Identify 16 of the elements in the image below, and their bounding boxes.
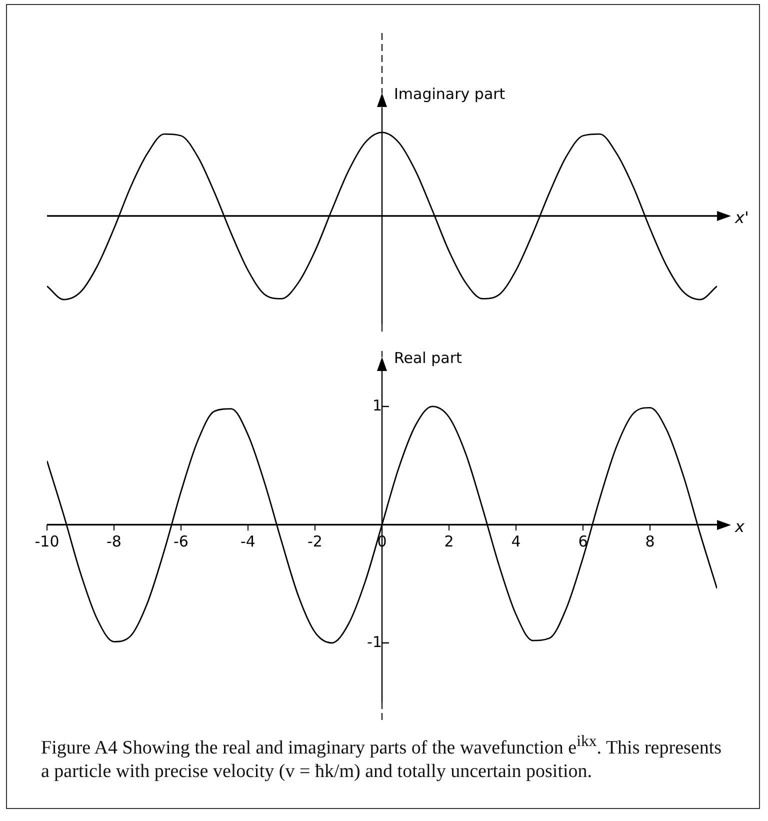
x-tick-label: -10 bbox=[34, 532, 60, 551]
x-tick-label: 8 bbox=[645, 532, 655, 551]
x-tick-label: -6 bbox=[174, 532, 188, 551]
x-axis-title: x' bbox=[734, 208, 749, 228]
y-axis-title: Real part bbox=[394, 348, 462, 367]
x-tick-label: 4 bbox=[511, 532, 521, 551]
x-axis-title: x bbox=[734, 516, 745, 536]
y-tick-label: -1 bbox=[367, 632, 382, 651]
y-axis-title: Imaginary part bbox=[394, 85, 506, 104]
x-tick-label: 6 bbox=[578, 532, 588, 551]
caption: Figure A4 Showing the real and imaginary parts of the wavefunction e$^{ikx}$. This represents a particle with precise velocity (v = ħk/m) and totally uncertain position. bbox=[41, 732, 723, 784]
x-tick-label: 2 bbox=[444, 532, 454, 551]
x-tick-label: -2 bbox=[308, 532, 322, 551]
x-tick-label: -4 bbox=[240, 532, 256, 551]
y-tick-label: 1 bbox=[372, 396, 382, 414]
x-tick-label: -8 bbox=[106, 532, 122, 551]
